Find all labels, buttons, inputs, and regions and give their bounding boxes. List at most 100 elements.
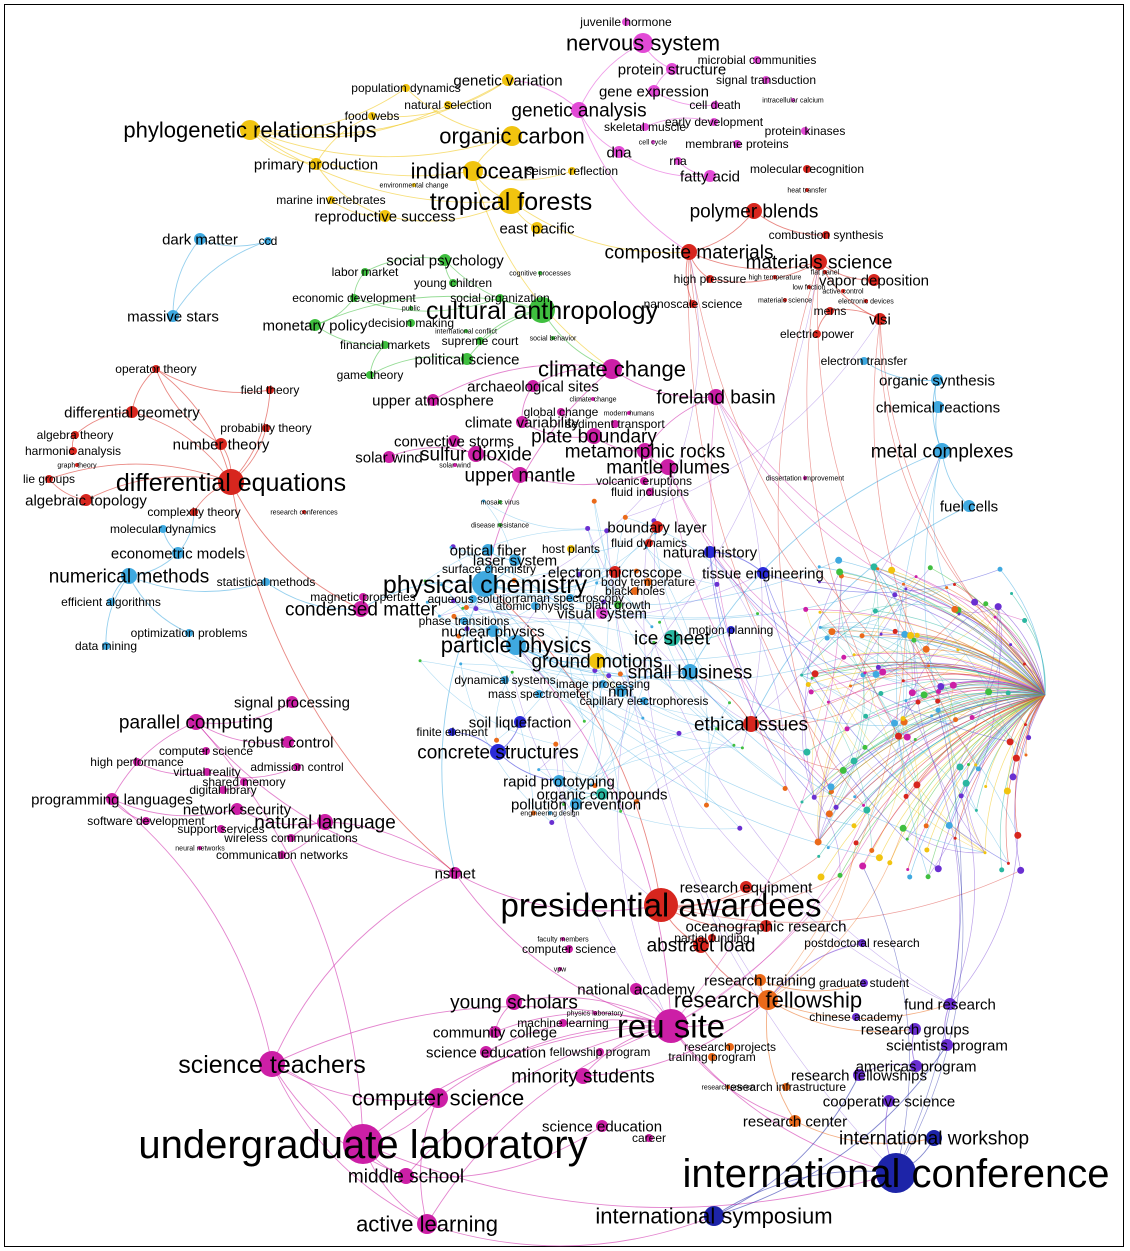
cluster-edge xyxy=(863,694,1046,806)
diff-geometry-label: differential geometry xyxy=(64,404,200,421)
edge xyxy=(426,1215,715,1247)
cluster-node xyxy=(905,837,909,841)
faculty-members-label: faculty members xyxy=(537,936,589,943)
cluster-node xyxy=(969,714,975,720)
econometric-label: econometric models xyxy=(111,545,245,562)
nmr-label: nmr xyxy=(608,683,634,700)
cluster-edge xyxy=(907,694,1046,738)
cluster-node xyxy=(826,846,830,850)
minor-node xyxy=(595,581,599,585)
long-edge xyxy=(484,576,917,620)
research-center-node xyxy=(789,1115,801,1127)
cluster-node xyxy=(937,683,945,691)
signal-processing-label: signal processing xyxy=(234,694,350,711)
cluster-node xyxy=(913,781,921,789)
cluster-node xyxy=(983,601,989,607)
minor-node xyxy=(644,545,648,549)
phase-trans-label: phase transitions xyxy=(419,614,510,628)
cluster-node xyxy=(811,794,817,800)
cluster-edge xyxy=(1025,694,1046,755)
gene-expression-node xyxy=(648,85,660,97)
mid-edge xyxy=(568,574,585,722)
long-edge xyxy=(710,396,819,842)
nanoscale-label: nanoscale science xyxy=(644,297,743,311)
cluster-edge xyxy=(819,611,1046,696)
nuclear-physics-label: nuclear physics xyxy=(441,623,544,640)
dynamical-systems-label: dynamical systems xyxy=(454,673,555,687)
membrane-proteins-node xyxy=(733,140,741,148)
complexity-theory-node xyxy=(190,508,198,516)
sulfur-dioxide-node xyxy=(468,446,484,462)
seismic-reflection-node xyxy=(568,167,576,175)
cluster-edge xyxy=(988,606,1003,693)
natural-selection-node xyxy=(444,101,452,109)
research-groups-label: research groups xyxy=(861,1021,969,1038)
gene-expression-label: gene expression xyxy=(599,83,709,100)
cluster-edge xyxy=(817,728,848,842)
graduate-student-node xyxy=(860,979,868,987)
edge xyxy=(155,368,271,393)
climate-change-label: climate change xyxy=(538,357,686,382)
vpw-label: vpw xyxy=(554,966,567,973)
edge xyxy=(767,942,863,1001)
edge xyxy=(644,396,717,452)
mid-edge xyxy=(603,532,656,603)
electron-micro-label: electron microscope xyxy=(548,564,682,581)
minor-node xyxy=(732,743,736,747)
cluster-edge xyxy=(828,702,986,854)
electric-power-node xyxy=(813,330,821,338)
graph-theory-node xyxy=(75,463,79,467)
organic-synthesis-label: organic synthesis xyxy=(879,372,995,389)
long-edge xyxy=(515,644,844,682)
long-edge xyxy=(660,875,841,911)
high-performance-label: high performance xyxy=(90,755,184,769)
edge xyxy=(353,297,501,312)
dynamical-systems-node xyxy=(501,676,509,684)
minor-node xyxy=(591,498,597,504)
reproductive-label: reproductive success xyxy=(315,208,456,225)
mid-edge xyxy=(587,528,752,725)
finite-element-node xyxy=(448,728,456,736)
long-edge xyxy=(515,644,880,859)
cluster-edge xyxy=(988,687,1046,696)
cluster-edge xyxy=(820,627,929,666)
mid-edge xyxy=(475,572,764,621)
diff-geometry-node xyxy=(126,406,138,418)
programming-lang-label: programming languages xyxy=(31,791,193,808)
robust-control-label: robust control xyxy=(243,734,334,751)
edge xyxy=(484,571,616,591)
cluster-node xyxy=(888,566,896,574)
support-services-node xyxy=(217,825,225,833)
mid-edge xyxy=(596,530,609,584)
cluster-node xyxy=(966,763,970,767)
lie-groups-node xyxy=(45,475,53,483)
cluster-node xyxy=(927,565,933,571)
cluster-node xyxy=(935,698,941,704)
data-mining-node xyxy=(102,642,110,650)
cluster-edge xyxy=(1014,694,1046,836)
plant-growth-label: plant growth xyxy=(585,598,650,612)
cooperative-science-label: cooperative science xyxy=(823,1093,956,1110)
long-edge xyxy=(667,466,866,674)
cluster-node xyxy=(850,757,858,765)
electronic-devices-label: electronic devices xyxy=(838,298,894,305)
wireless-label: wireless communications xyxy=(223,831,357,845)
supreme-court-label: supreme court xyxy=(442,334,519,348)
long-edge xyxy=(670,809,868,1027)
long-edge xyxy=(484,583,855,827)
cluster-edge xyxy=(818,576,917,842)
cluster-edge xyxy=(820,626,1046,696)
edge xyxy=(195,721,289,744)
long-edge xyxy=(933,450,956,610)
cluster-edge xyxy=(817,694,1046,843)
genetic-analysis-node xyxy=(571,102,587,118)
virtual-reality-label: virtual reality xyxy=(173,765,240,779)
cluster-node xyxy=(985,688,993,696)
cluster-node xyxy=(870,563,878,571)
cluster-edge xyxy=(811,672,1046,696)
cluster-edge xyxy=(801,674,918,786)
particle-physics-label: particle physics xyxy=(441,633,591,658)
minor-node xyxy=(592,783,598,789)
cluster-edge xyxy=(861,566,876,636)
polymer-blends-node xyxy=(746,203,762,219)
